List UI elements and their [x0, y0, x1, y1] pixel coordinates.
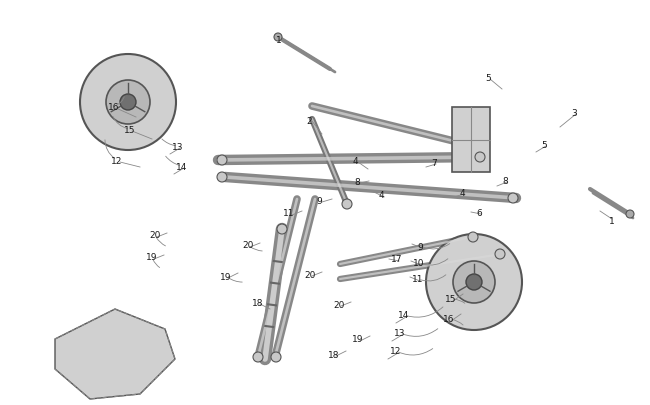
- Circle shape: [271, 352, 281, 362]
- Text: 9: 9: [316, 196, 322, 205]
- Circle shape: [342, 200, 352, 209]
- Circle shape: [466, 274, 482, 290]
- Text: 20: 20: [333, 300, 344, 309]
- Text: 5: 5: [485, 73, 491, 82]
- Circle shape: [277, 224, 287, 234]
- Text: 7: 7: [431, 158, 437, 167]
- Circle shape: [495, 249, 505, 259]
- Circle shape: [80, 55, 176, 151]
- Text: 2: 2: [306, 116, 312, 125]
- Circle shape: [453, 261, 495, 303]
- Text: 5: 5: [541, 140, 547, 149]
- Circle shape: [626, 211, 634, 218]
- Text: 9: 9: [417, 242, 423, 251]
- Text: 15: 15: [124, 125, 136, 134]
- Text: 17: 17: [391, 255, 403, 264]
- Text: 8: 8: [354, 177, 360, 186]
- Text: 18: 18: [328, 350, 340, 358]
- Text: 16: 16: [443, 315, 455, 324]
- Polygon shape: [55, 309, 175, 399]
- Text: 20: 20: [150, 231, 161, 240]
- Text: 8: 8: [502, 176, 508, 185]
- Text: 4: 4: [352, 156, 358, 165]
- Circle shape: [253, 352, 263, 362]
- Text: 12: 12: [390, 347, 402, 356]
- Text: 14: 14: [176, 162, 188, 171]
- Text: 6: 6: [476, 208, 482, 217]
- Text: 1: 1: [609, 217, 615, 226]
- Circle shape: [120, 95, 136, 111]
- Text: 20: 20: [242, 241, 254, 250]
- Circle shape: [106, 81, 150, 125]
- Circle shape: [274, 34, 282, 42]
- Text: 14: 14: [398, 311, 410, 320]
- Circle shape: [468, 232, 478, 243]
- Text: 11: 11: [283, 209, 294, 218]
- Text: 1: 1: [276, 35, 282, 45]
- Text: 15: 15: [445, 295, 457, 304]
- Circle shape: [426, 234, 522, 330]
- Circle shape: [508, 194, 518, 203]
- Text: 16: 16: [109, 102, 120, 111]
- Text: 11: 11: [412, 275, 424, 284]
- Text: 18: 18: [252, 298, 264, 307]
- Text: 3: 3: [571, 108, 577, 117]
- Polygon shape: [452, 108, 490, 173]
- Text: 19: 19: [352, 335, 364, 344]
- Circle shape: [217, 156, 227, 166]
- Text: 20: 20: [304, 270, 316, 279]
- Circle shape: [217, 173, 227, 183]
- Text: 10: 10: [413, 259, 424, 268]
- Text: 19: 19: [220, 272, 232, 281]
- Circle shape: [475, 153, 485, 162]
- Text: 12: 12: [111, 156, 123, 165]
- Text: 13: 13: [172, 142, 184, 151]
- Text: 19: 19: [146, 253, 158, 262]
- Text: 4: 4: [459, 188, 465, 197]
- Text: 4: 4: [378, 191, 383, 200]
- Text: 13: 13: [395, 329, 406, 338]
